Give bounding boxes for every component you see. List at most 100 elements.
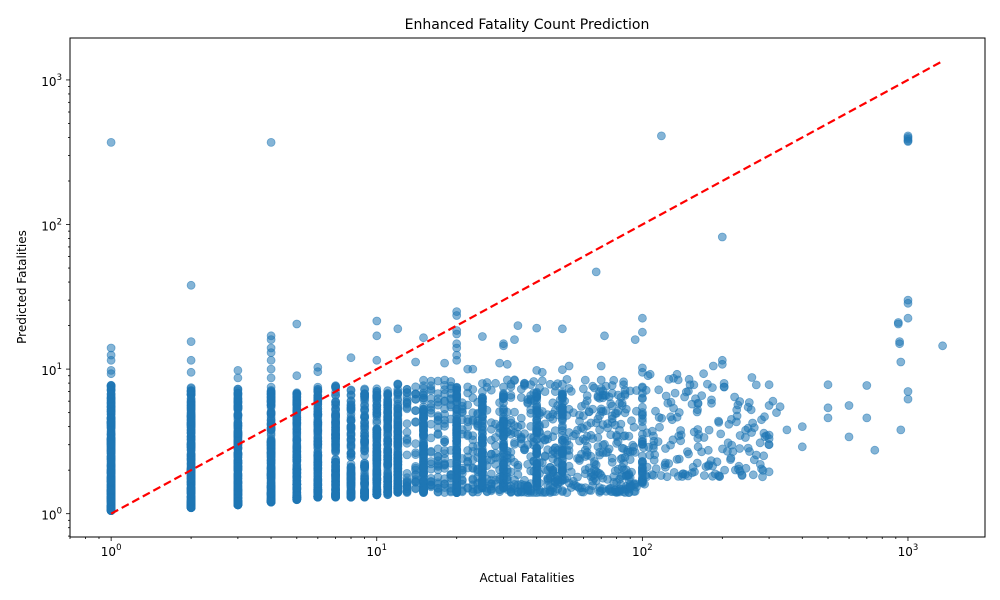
data-point xyxy=(266,440,276,450)
data-point xyxy=(670,388,680,398)
x-axis-label: Actual Fatalities xyxy=(480,571,575,585)
data-point xyxy=(562,374,572,384)
data-point xyxy=(638,313,647,323)
data-point xyxy=(393,399,403,409)
data-point xyxy=(630,447,640,457)
data-point xyxy=(694,429,703,439)
data-point xyxy=(419,395,428,405)
data-point xyxy=(644,442,653,452)
data-point xyxy=(535,458,544,468)
data-point xyxy=(383,412,393,422)
data-point xyxy=(693,442,703,452)
data-point xyxy=(584,407,594,417)
data-point xyxy=(510,335,519,345)
data-point xyxy=(266,463,276,473)
data-point xyxy=(292,423,302,433)
data-point xyxy=(372,331,382,341)
data-point xyxy=(372,408,382,418)
data-point xyxy=(526,466,536,476)
data-point xyxy=(106,439,116,449)
data-point xyxy=(746,405,756,415)
data-point xyxy=(543,445,553,455)
data-point xyxy=(588,481,598,491)
data-point xyxy=(564,361,574,371)
data-point xyxy=(372,449,382,459)
data-point xyxy=(499,460,508,469)
data-point xyxy=(735,444,744,453)
data-point xyxy=(684,374,694,384)
data-point xyxy=(625,481,635,491)
data-point xyxy=(510,438,519,447)
data-point xyxy=(499,431,508,441)
data-point xyxy=(313,439,323,449)
data-point xyxy=(699,369,708,379)
data-point xyxy=(346,471,356,481)
data-point xyxy=(233,461,243,471)
data-point xyxy=(862,381,872,390)
data-point xyxy=(360,458,370,468)
data-point xyxy=(513,321,523,331)
data-point xyxy=(630,335,640,345)
data-point xyxy=(383,430,393,440)
data-point xyxy=(638,327,647,337)
data-point xyxy=(495,358,505,368)
data-point xyxy=(313,486,323,496)
data-point xyxy=(346,400,356,410)
data-point xyxy=(457,407,467,417)
data-point xyxy=(502,419,512,429)
data-point xyxy=(186,497,196,506)
data-point xyxy=(393,324,403,334)
data-point xyxy=(419,453,428,463)
data-point xyxy=(757,464,766,474)
data-point xyxy=(693,405,702,415)
data-point xyxy=(726,455,735,465)
data-point xyxy=(610,409,620,419)
data-point xyxy=(499,443,508,453)
data-point xyxy=(719,382,729,392)
data-point xyxy=(106,137,116,147)
data-point xyxy=(186,424,196,434)
data-point xyxy=(233,373,243,383)
data-point xyxy=(751,380,761,390)
data-point xyxy=(292,319,302,329)
data-point xyxy=(426,394,436,404)
data-point xyxy=(266,407,276,417)
data-point xyxy=(495,472,505,482)
data-point xyxy=(610,420,620,430)
data-point xyxy=(619,377,628,387)
data-point xyxy=(529,377,539,386)
data-point xyxy=(446,394,456,404)
data-point xyxy=(266,355,276,365)
data-point xyxy=(372,425,382,435)
data-point xyxy=(647,426,657,436)
data-point xyxy=(862,413,872,423)
data-point xyxy=(844,432,854,442)
data-point xyxy=(523,395,533,404)
data-point xyxy=(383,481,393,491)
data-point xyxy=(607,487,617,497)
data-point xyxy=(426,447,436,457)
data-point xyxy=(903,387,913,396)
data-point xyxy=(495,407,505,417)
data-point xyxy=(233,483,243,493)
data-point xyxy=(764,467,774,477)
data-point xyxy=(506,393,516,402)
data-point xyxy=(433,400,443,410)
data-point xyxy=(393,380,403,390)
data-point xyxy=(591,460,601,470)
data-point xyxy=(419,381,428,391)
data-point xyxy=(520,429,529,439)
data-point xyxy=(106,496,116,506)
data-point xyxy=(759,451,769,461)
data-point xyxy=(266,488,276,498)
data-point xyxy=(331,443,341,452)
data-point xyxy=(573,472,582,482)
data-point xyxy=(346,492,356,502)
data-point xyxy=(266,373,276,383)
data-point xyxy=(823,403,833,413)
data-point xyxy=(755,438,765,448)
data-point xyxy=(393,456,403,466)
data-point xyxy=(590,470,599,480)
data-point xyxy=(654,412,664,422)
